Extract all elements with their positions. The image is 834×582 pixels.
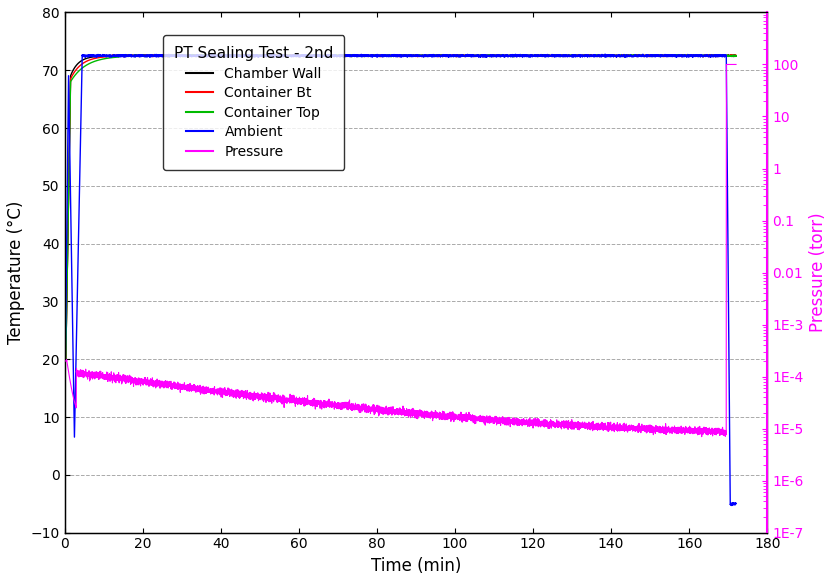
X-axis label: Time (min): Time (min): [371, 557, 461, 575]
Legend: Chamber Wall, Container Bt, Container Top, Ambient, Pressure: Chamber Wall, Container Bt, Container To…: [163, 35, 344, 170]
Y-axis label: Temperature (°C): Temperature (°C): [7, 201, 25, 344]
Y-axis label: Pressure (torr): Pressure (torr): [809, 213, 827, 332]
